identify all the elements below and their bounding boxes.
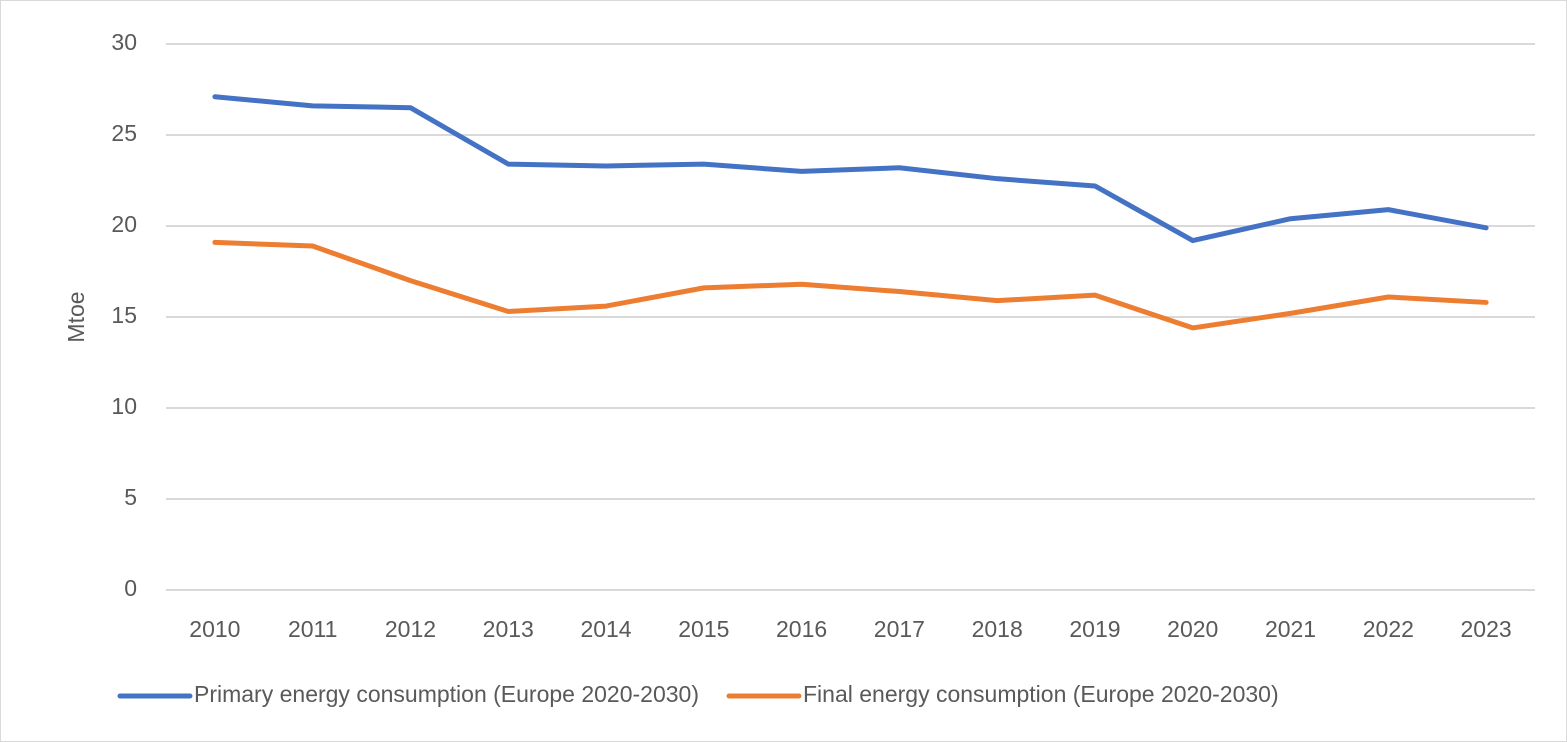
x-tick-label: 2019 xyxy=(1069,616,1120,642)
legend-label: Primary energy consumption (Europe 2020-… xyxy=(194,681,699,707)
x-tick-label: 2021 xyxy=(1265,616,1316,642)
x-tick-label: 2015 xyxy=(678,616,729,642)
legend-label: Final energy consumption (Europe 2020-20… xyxy=(803,681,1279,707)
x-tick-label: 2020 xyxy=(1167,616,1218,642)
y-tick-label: 5 xyxy=(124,484,137,510)
y-tick-label: 25 xyxy=(111,120,137,146)
y-tick-label: 15 xyxy=(111,302,137,328)
y-tick-label: 20 xyxy=(111,211,137,237)
x-tick-label: 2010 xyxy=(189,616,240,642)
y-axis-title: Mtoe xyxy=(63,291,89,342)
x-tick-label: 2022 xyxy=(1363,616,1414,642)
x-tick-label: 2013 xyxy=(483,616,534,642)
x-tick-label: 2014 xyxy=(580,616,631,642)
x-tick-label: 2011 xyxy=(288,616,337,642)
series-line xyxy=(212,239,1489,331)
series-line xyxy=(212,94,1489,244)
y-tick-label: 0 xyxy=(124,575,137,601)
x-tick-label: 2017 xyxy=(874,616,925,642)
x-tick-label: 2012 xyxy=(385,616,436,642)
y-tick-label: 10 xyxy=(111,393,137,419)
x-tick-label: 2018 xyxy=(972,616,1023,642)
x-tick-label: 2023 xyxy=(1461,616,1512,642)
x-tick-label: 2016 xyxy=(776,616,827,642)
y-tick-label: 30 xyxy=(111,29,137,55)
